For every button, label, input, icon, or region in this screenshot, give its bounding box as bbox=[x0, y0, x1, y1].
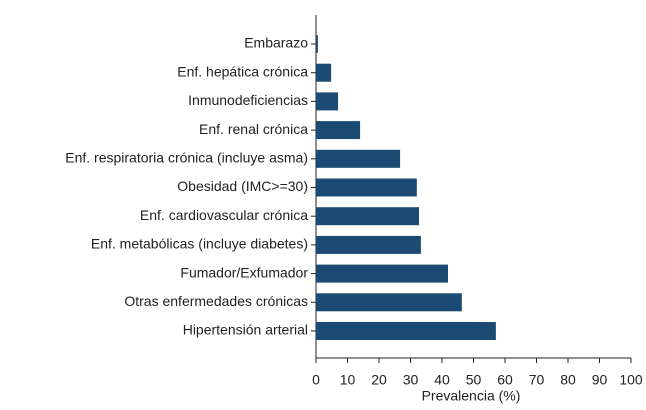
bar bbox=[316, 293, 462, 312]
x-tick-label: 60 bbox=[497, 372, 513, 388]
bar bbox=[316, 322, 496, 340]
y-tick-label: Hipertensión arterial bbox=[183, 322, 308, 338]
bar bbox=[316, 264, 448, 283]
y-tick-label: Otras enfermedades crónicas bbox=[124, 293, 308, 309]
x-axis-label: Prevalencia (%) bbox=[422, 388, 521, 404]
x-tick-label: 50 bbox=[466, 372, 482, 388]
bar bbox=[316, 207, 420, 226]
y-tick-label: Enf. renal crónica bbox=[199, 121, 308, 137]
bar bbox=[316, 178, 417, 197]
bar bbox=[316, 235, 421, 254]
y-tick-label: Embarazo bbox=[244, 35, 308, 51]
x-tick-label: 10 bbox=[340, 372, 356, 388]
x-tick-label: 100 bbox=[619, 372, 643, 388]
x-tick-label: 0 bbox=[312, 372, 320, 388]
bar bbox=[316, 149, 401, 168]
x-tick-label: 80 bbox=[560, 372, 576, 388]
y-tick-label: Enf. metabólicas (incluye diabetes) bbox=[91, 236, 308, 252]
y-tick-label: Obesidad (IMC>=30) bbox=[177, 178, 308, 194]
y-tick-label: Enf. respiratoria crónica (incluye asma) bbox=[65, 150, 308, 166]
x-tick-label: 70 bbox=[529, 372, 545, 388]
bar bbox=[316, 35, 318, 53]
y-tick-label: Fumador/Exfumador bbox=[180, 264, 308, 280]
x-tick-label: 40 bbox=[434, 372, 450, 388]
bar bbox=[316, 92, 339, 111]
y-tick-label: Enf. hepática crónica bbox=[177, 63, 308, 79]
x-tick-label: 90 bbox=[592, 372, 608, 388]
x-tick-label: 20 bbox=[371, 372, 387, 388]
y-tick-label: Inmunodeficiencias bbox=[188, 92, 308, 108]
bar bbox=[316, 63, 332, 82]
x-tick-label: 30 bbox=[403, 372, 419, 388]
bar bbox=[316, 121, 361, 140]
y-tick-label: Enf. cardiovascular crónica bbox=[140, 207, 308, 223]
